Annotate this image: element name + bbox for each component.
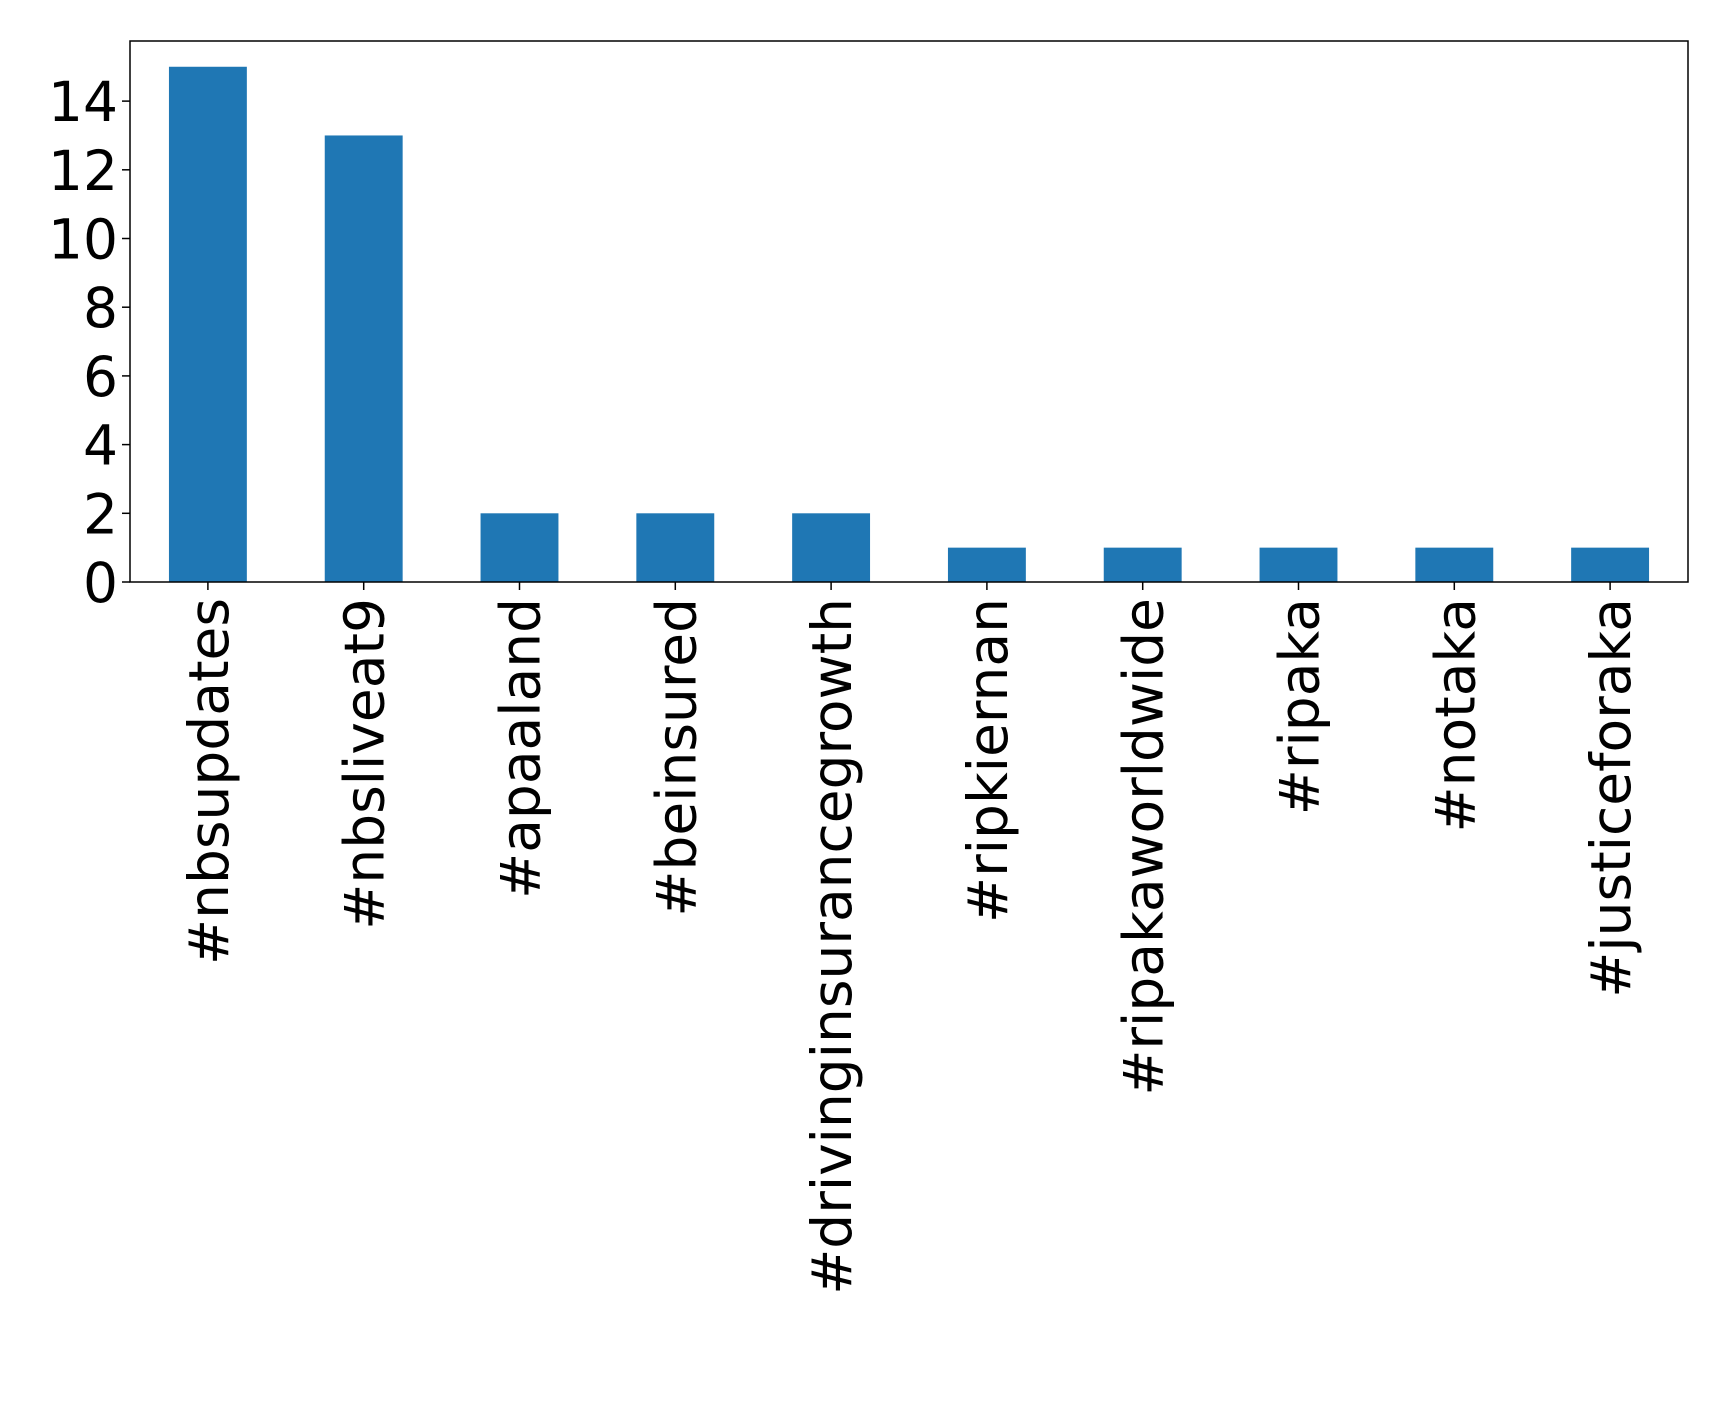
- y-tick-label: 14: [48, 70, 118, 134]
- x-tick-label: #beinsured: [644, 598, 708, 917]
- bar: [480, 513, 559, 582]
- x-tick-label: #nbsliveat9: [333, 598, 397, 930]
- x-tick-label: #notaka: [1423, 598, 1487, 832]
- bar: [168, 66, 247, 582]
- y-tick-label: 8: [83, 276, 118, 340]
- x-tick-label: #ripakaworldwide: [1112, 598, 1176, 1096]
- x-tick-label: #justiceforaka: [1579, 598, 1643, 998]
- bar: [1103, 547, 1182, 582]
- y-tick-label: 4: [83, 414, 118, 478]
- x-tick-label: #apaaland: [489, 598, 553, 899]
- x-tick-label: #ripkiernan: [956, 598, 1020, 923]
- y-tick-label: 0: [83, 551, 118, 615]
- bar: [636, 513, 715, 582]
- bar: [792, 513, 871, 582]
- y-tick-label: 10: [48, 208, 118, 272]
- y-tick-label: 2: [83, 482, 118, 546]
- bar: [1415, 547, 1494, 582]
- x-tick-label: #drivinginsurancegrowth: [800, 598, 864, 1295]
- plot-frame: [129, 40, 1689, 583]
- x-tick-label: #ripaka: [1268, 598, 1332, 815]
- bar: [947, 547, 1026, 582]
- x-tick-label: #nbsupdates: [177, 598, 241, 965]
- bar: [1571, 547, 1650, 582]
- y-tick-label: 6: [83, 345, 118, 409]
- bar: [324, 135, 403, 582]
- y-tick-label: 12: [48, 139, 118, 203]
- bar: [1259, 547, 1338, 582]
